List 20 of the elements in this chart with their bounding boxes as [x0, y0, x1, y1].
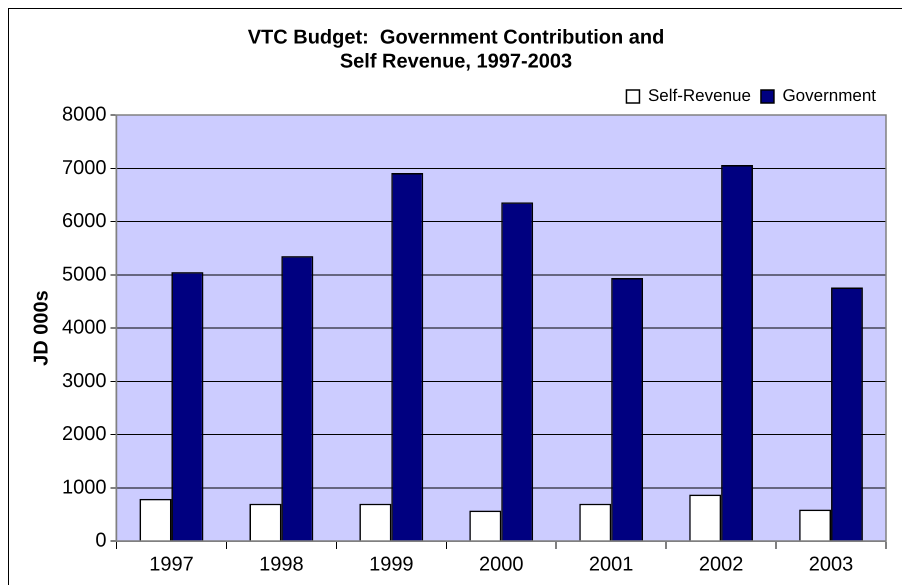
y-tick-label: 5000 [62, 263, 106, 286]
x-tick-label: 2000 [478, 554, 524, 576]
legend-label: Government [782, 86, 876, 106]
x-tick-label: 2003 [808, 554, 854, 576]
y-tick-label: 4000 [62, 316, 106, 339]
y-tick-label: 0 [95, 530, 106, 552]
legend-label: Self-Revenue [648, 86, 751, 106]
y-tick-label: 2000 [62, 423, 106, 446]
x-tick-label: 2002 [698, 554, 744, 576]
y-axis-title: JD 000s [30, 290, 53, 366]
x-tick-label: 1997 [149, 554, 194, 576]
y-tick-label: 3000 [62, 370, 106, 392]
y-tick-label: 1000 [62, 476, 106, 498]
y-tick-label: 6000 [62, 210, 106, 232]
y-tick-label: 8000 [62, 104, 106, 126]
x-tick-label: 1998 [259, 554, 304, 576]
x-tick-label: 2001 [588, 554, 634, 576]
chart-title: VTC Budget: Government Contribution and Self Revenue, 1997-2003 [248, 26, 664, 73]
y-tick-label: 7000 [62, 156, 106, 179]
x-tick-label: 1999 [369, 554, 414, 576]
